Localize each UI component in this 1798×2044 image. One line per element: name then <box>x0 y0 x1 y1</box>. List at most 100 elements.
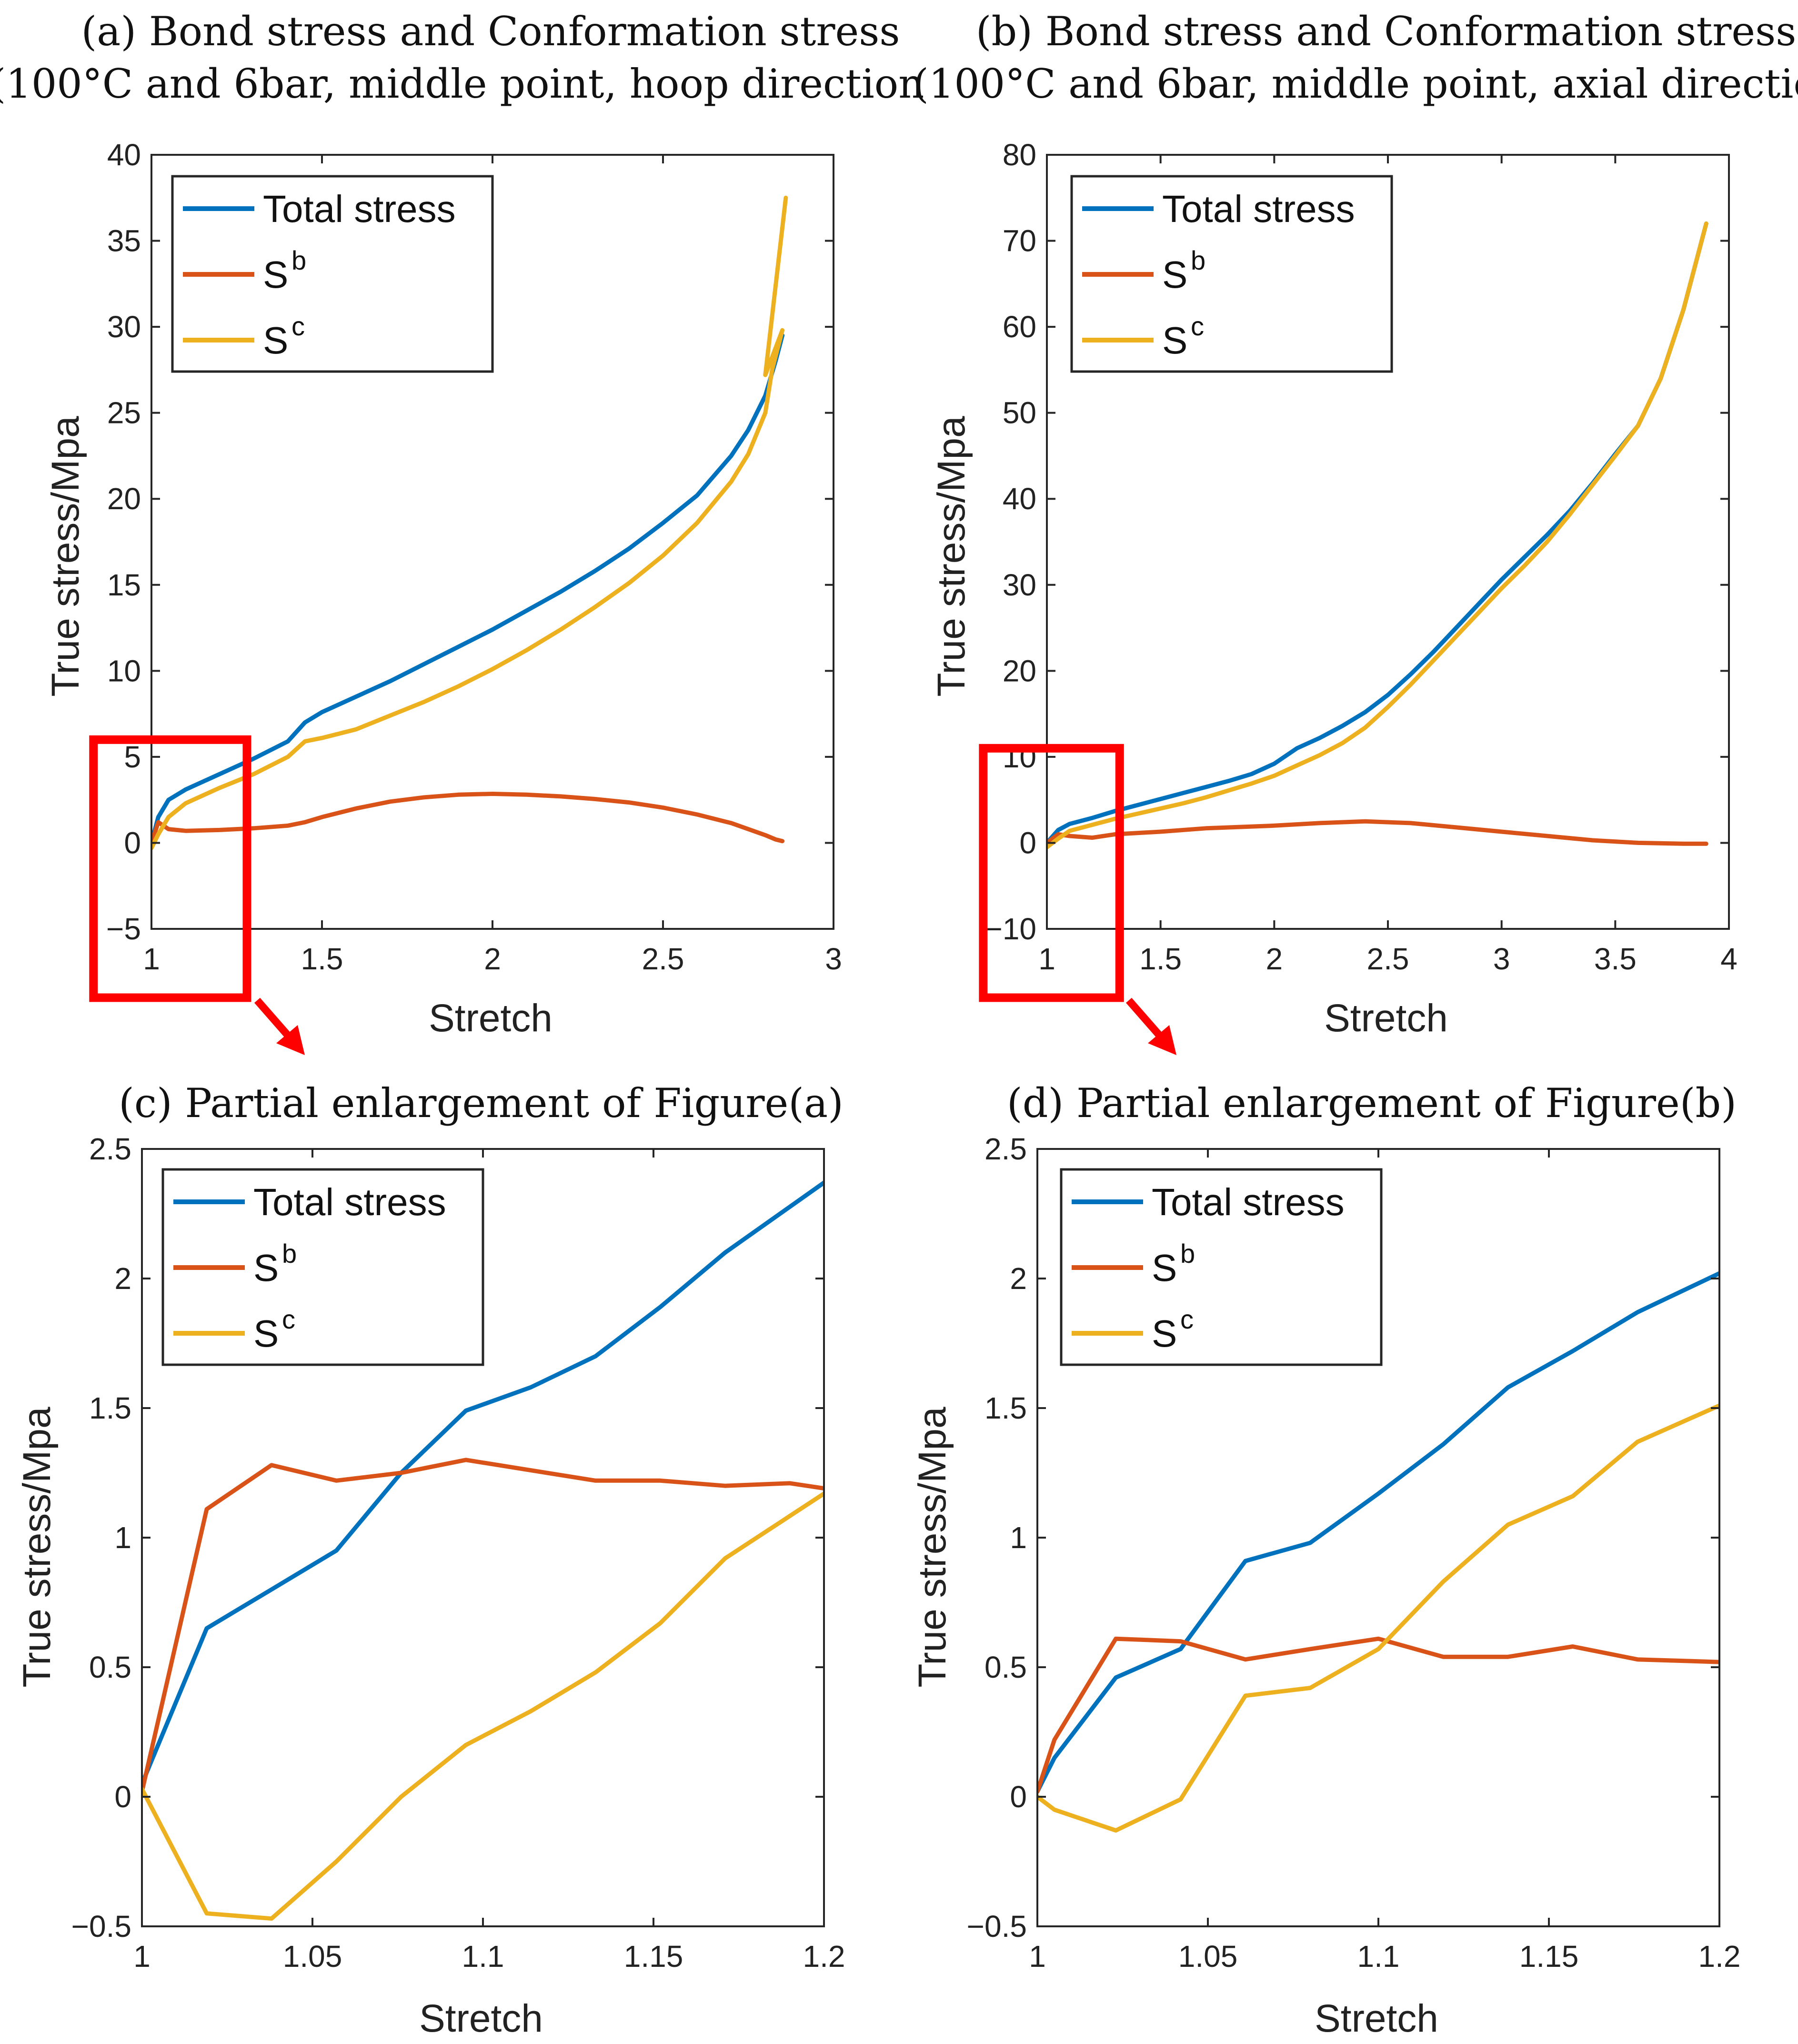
chart-d: 1 1.05 1.1 1.15 1.2 −0.5 0 0.5 1 1.5 2 2.5 Total str… <box>967 1132 1741 1974</box>
chart-d-xtick-label: 1.2 <box>1698 1939 1741 1974</box>
chart-c-ytick-label: −0.5 <box>71 1909 131 1943</box>
chart-a-ytick-label: 15 <box>107 568 141 602</box>
chart-a-title-line2: (100°C and 6bar, middle point, hoop dire… <box>0 60 924 107</box>
chart-a-ytick-label: 40 <box>107 138 141 172</box>
chart-a-ytick-label: 10 <box>107 654 141 688</box>
chart-d-ytick-label: −0.5 <box>967 1909 1027 1943</box>
chart-c-ytick-label: 1 <box>114 1520 131 1555</box>
chart-b-series-sc <box>1047 221 1708 849</box>
chart-a-xlabel: Stretch <box>429 997 552 1040</box>
chart-d-legend-label-sup: b <box>1180 1238 1195 1269</box>
chart-b-xtick-label: 1 <box>1038 942 1055 976</box>
chart-a-ytick-label: −5 <box>106 912 141 946</box>
chart-c-legend-label-sup: c <box>282 1304 295 1334</box>
chart-c: 1 1.05 1.1 1.15 1.2 −0.5 0 0.5 1 1.5 2 2.5 Total str… <box>71 1132 845 1974</box>
chart-d-ytick-label: 1.5 <box>984 1391 1027 1425</box>
chart-b-ytick-label: 80 <box>1003 138 1036 172</box>
chart-b-ytick-label: 20 <box>1003 654 1036 688</box>
chart-d-legend-label: S <box>1152 1247 1177 1289</box>
chart-b-ytick-label: −10 <box>984 912 1036 946</box>
chart-d-legend-label-sup: c <box>1180 1304 1194 1334</box>
chart-a-legend-label: Total stress <box>263 188 456 230</box>
chart-d-title: (d) Partial enlargement of Figure(b) <box>1007 1080 1737 1127</box>
chart-c-ytick-label: 2 <box>114 1261 131 1296</box>
chart-b-xtick-label: 2.5 <box>1367 942 1409 976</box>
chart-b-xtick-label: 4 <box>1720 942 1738 976</box>
chart-b-ytick-label: 70 <box>1003 224 1036 258</box>
chart-b-series-sb <box>1047 819 1708 846</box>
chart-a-series-sc <box>151 195 788 850</box>
chart-d-legend-label: S <box>1152 1312 1177 1355</box>
chart-a-legend-label: S <box>263 319 288 362</box>
chart-b-ytick-label: 40 <box>1003 482 1036 516</box>
chart-b-legend-label-sup: c <box>1191 311 1204 341</box>
chart-d-ytick-label: 0.5 <box>984 1650 1027 1684</box>
chart-c-xtick-label: 1.2 <box>803 1939 845 1974</box>
chart-c-series-sb <box>142 1458 824 1794</box>
chart-a-ytick-label: 20 <box>107 482 141 516</box>
chart-b-ytick-label: 0 <box>1019 826 1036 860</box>
chart-d-ylabel: True stress/Mpa <box>911 1407 954 1688</box>
chart-d-ytick-label: 0 <box>1010 1780 1027 1814</box>
chart-d-ytick-label: 1 <box>1010 1520 1027 1555</box>
chart-c-ytick-label: 2.5 <box>89 1132 131 1166</box>
chart-b-ytick-label: 50 <box>1003 396 1036 430</box>
chart-a-xtick-label: 1.5 <box>301 942 343 976</box>
chart-c-xtick-label: 1.15 <box>624 1939 683 1974</box>
chart-a-title-line1: (a) Bond stress and Conformation stress <box>81 8 900 55</box>
chart-a: 1 1.5 2 2.5 3 −5 0 5 10 15 20 25 30 35 40 Total stress S… <box>89 138 842 1002</box>
chart-d-ytick-label: 2.5 <box>984 1132 1027 1166</box>
chart-b-ytick-label: 30 <box>1003 568 1036 602</box>
chart-c-series-total-stress <box>142 1180 824 1786</box>
chart-a-ytick-label: 35 <box>107 224 141 258</box>
chart-a-ylabel: True stress/Mpa <box>44 416 87 697</box>
chart-d-series-sc <box>1037 1403 1719 1833</box>
chart-c-xlabel: Stretch <box>419 1997 543 2040</box>
chart-a-xtick-label: 3 <box>825 942 842 976</box>
chart-b-title-line1: (b) Bond stress and Conformation stress <box>976 8 1797 55</box>
chart-c-xtick-label: 1 <box>133 1939 151 1974</box>
chart-a-ytick-label: 0 <box>124 826 141 860</box>
chart-d-legend-label: Total stress <box>1152 1181 1345 1223</box>
chart-b-title-line2: (100°C and 6bar, middle point, axial dir… <box>913 60 1798 107</box>
chart-a-xtick-label: 2 <box>484 942 501 976</box>
chart-b-xtick-label: 3.5 <box>1594 942 1637 976</box>
chart-c-ytick-label: 1.5 <box>89 1391 131 1425</box>
chart-b-xtick-label: 2 <box>1266 942 1283 976</box>
chart-d-series-sb <box>1037 1636 1719 1794</box>
chart-c-series-sc <box>142 1491 824 1921</box>
chart-b-legend-label: S <box>1162 319 1187 362</box>
chart-c-legend-label: S <box>253 1312 279 1355</box>
chart-d-ytick-label: 2 <box>1010 1261 1027 1296</box>
chart-b-highlight-box <box>979 744 1124 1002</box>
chart-c-ytick-label: 0 <box>114 1780 131 1814</box>
chart-a-xtick-label: 2.5 <box>642 942 684 976</box>
chart-a-legend-label-sup: b <box>291 245 306 275</box>
chart-a-ytick-label: 30 <box>107 310 141 344</box>
chart-a-xtick-label: 1 <box>143 942 160 976</box>
chart-b-xlabel: Stretch <box>1324 997 1448 1040</box>
chart-a-series-sb <box>151 792 785 845</box>
chart-a-legend-label-sup: c <box>291 311 305 341</box>
chart-a-ytick-label: 5 <box>124 740 141 774</box>
chart-c-ytick-label: 0.5 <box>89 1650 131 1684</box>
chart-a-series-total-stress <box>151 333 785 845</box>
zoom-arrow-b <box>1125 997 1176 1055</box>
chart-b-legend-label: S <box>1162 253 1187 296</box>
chart-b-ytick-label: 60 <box>1003 310 1036 344</box>
zoom-arrow-a <box>254 997 305 1055</box>
chart-c-legend-label: S <box>253 1247 279 1289</box>
chart-a-highlight-box <box>89 735 251 1002</box>
chart-d-xtick-label: 1.15 <box>1519 1939 1579 1974</box>
chart-d-xlabel: Stretch <box>1315 1997 1438 2040</box>
chart-c-ylabel: True stress/Mpa <box>15 1407 59 1688</box>
chart-c-title: (c) Partial enlargement of Figure(a) <box>119 1080 844 1127</box>
chart-b-legend-label-sup: b <box>1191 245 1205 275</box>
chart-b-xtick-label: 3 <box>1493 942 1510 976</box>
